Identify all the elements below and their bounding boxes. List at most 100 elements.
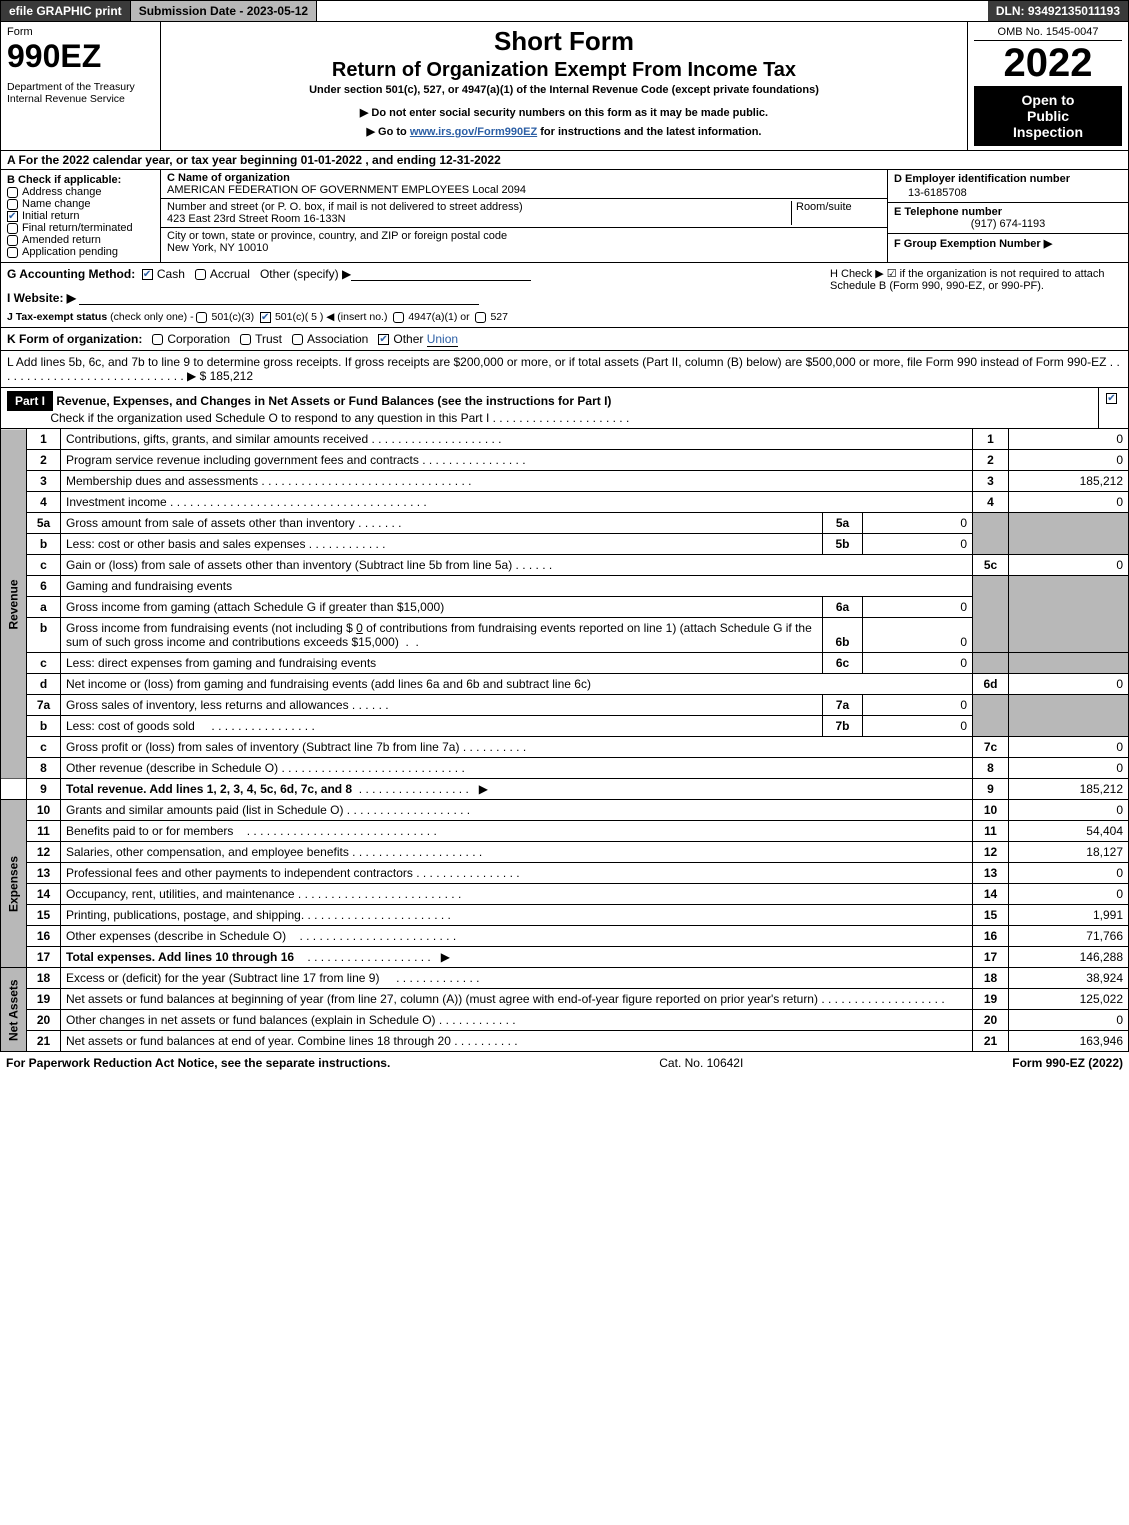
- ln-6b-num: b: [27, 618, 61, 653]
- ln-3-desc: Membership dues and assessments . . . . …: [61, 471, 973, 492]
- ln-16-val: 71,766: [1009, 926, 1129, 947]
- form-header: Form 990EZ Department of the Treasury In…: [0, 22, 1129, 151]
- ln-6d-val: 0: [1009, 674, 1129, 695]
- chk-assoc[interactable]: [292, 334, 303, 345]
- ln-16-num: 16: [27, 926, 61, 947]
- top-bar: efile GRAPHIC print Submission Date - 20…: [0, 0, 1129, 22]
- chk-527[interactable]: [475, 312, 486, 323]
- ln-20-num: 20: [27, 1010, 61, 1031]
- ln-16-desc: Other expenses (describe in Schedule O) …: [61, 926, 973, 947]
- g-other: Other (specify) ▶: [260, 267, 351, 281]
- ln-5a-ival: 0: [863, 513, 973, 534]
- ln-6a-desc: Gross income from gaming (attach Schedul…: [61, 597, 823, 618]
- org-city: New York, NY 10010: [167, 242, 881, 254]
- dept-irs: Internal Revenue Service: [7, 93, 154, 105]
- ln-9-val: 185,212: [1009, 779, 1129, 800]
- chk-accrual[interactable]: [195, 269, 206, 280]
- section-bcdef: B Check if applicable: Address change Na…: [0, 170, 1129, 263]
- b-opt-1: Name change: [22, 198, 91, 210]
- ln-6c-shade: [973, 653, 1009, 674]
- ln-5a-inum: 5a: [823, 513, 863, 534]
- chk-initial-return[interactable]: [7, 211, 18, 222]
- sidetab-netassets: Net Assets: [1, 968, 27, 1052]
- form-label: Form: [7, 26, 154, 38]
- chk-trust[interactable]: [240, 334, 251, 345]
- b-opt-2: Initial return: [22, 210, 79, 222]
- ln-6d-num: d: [27, 674, 61, 695]
- chk-corp[interactable]: [152, 334, 163, 345]
- ln-12-num: 12: [27, 842, 61, 863]
- efile-print-label[interactable]: efile GRAPHIC print: [1, 1, 130, 21]
- k-corp: Corporation: [167, 332, 230, 346]
- irs-link[interactable]: www.irs.gov/Form990EZ: [410, 126, 537, 138]
- under-section: Under section 501(c), 527, or 4947(a)(1)…: [169, 84, 959, 96]
- part-i-sub: Check if the organization used Schedule …: [50, 411, 489, 425]
- ln-7b-num: b: [27, 716, 61, 737]
- chk-501c3[interactable]: [196, 312, 207, 323]
- chk-name-change[interactable]: [7, 199, 18, 210]
- ln-6a-inum: 6a: [823, 597, 863, 618]
- ln-17-num: 17: [27, 947, 61, 968]
- ln-11-desc: Benefits paid to or for members . . . . …: [61, 821, 973, 842]
- ln-7a-desc: Gross sales of inventory, less returns a…: [61, 695, 823, 716]
- ln-6c-desc: Less: direct expenses from gaming and fu…: [61, 653, 823, 674]
- ln-6b-inum: 6b: [823, 618, 863, 653]
- chk-schedule-o[interactable]: [1106, 393, 1117, 404]
- instr-goto-post: for instructions and the latest informat…: [537, 126, 761, 138]
- j-o3: 4947(a)(1) or: [408, 311, 469, 323]
- ln-19-desc: Net assets or fund balances at beginning…: [61, 989, 973, 1010]
- ln-5a-desc: Gross amount from sale of assets other t…: [61, 513, 823, 534]
- d-label: D Employer identification number: [894, 173, 1122, 185]
- ln-6b-ival: 0: [863, 618, 973, 653]
- ln-19-num: 19: [27, 989, 61, 1010]
- k-other-value[interactable]: Union: [427, 332, 458, 347]
- ln-21-rnum: 21: [973, 1031, 1009, 1052]
- chk-4947[interactable]: [393, 312, 404, 323]
- l-amount: $ 185,212: [200, 369, 253, 383]
- ln-1-desc: Contributions, gifts, grants, and simila…: [61, 429, 973, 450]
- chk-address-change[interactable]: [7, 187, 18, 198]
- ln-7c-rnum: 7c: [973, 737, 1009, 758]
- row-a-calendar-year: A For the 2022 calendar year, or tax yea…: [0, 151, 1129, 170]
- ln-5b-inum: 5b: [823, 534, 863, 555]
- ln-18-num: 18: [27, 968, 61, 989]
- ln-7b-desc: Less: cost of goods sold . . . . . . . .…: [61, 716, 823, 737]
- ln-12-rnum: 12: [973, 842, 1009, 863]
- ln-10-rnum: 10: [973, 800, 1009, 821]
- website-line[interactable]: [79, 291, 479, 305]
- chk-other-org[interactable]: [378, 334, 389, 345]
- ln-8-num: 8: [27, 758, 61, 779]
- chk-amended[interactable]: [7, 235, 18, 246]
- ln-10-desc: Grants and similar amounts paid (list in…: [61, 800, 973, 821]
- ln-1-val: 0: [1009, 429, 1129, 450]
- lines-table: Revenue 1 Contributions, gifts, grants, …: [0, 429, 1129, 1052]
- footer-form-ref: Form 990-EZ (2022): [1012, 1056, 1123, 1070]
- ln-20-rnum: 20: [973, 1010, 1009, 1031]
- f-label: F Group Exemption Number ▶: [894, 237, 1122, 250]
- ln-7c-desc: Gross profit or (loss) from sales of inv…: [61, 737, 973, 758]
- ln-5c-desc: Gain or (loss) from sale of assets other…: [61, 555, 973, 576]
- ln-11-rnum: 11: [973, 821, 1009, 842]
- ln-9-desc: Total revenue. Add lines 1, 2, 3, 4, 5c,…: [61, 779, 973, 800]
- ln-2-num: 2: [27, 450, 61, 471]
- ln-17-rnum: 17: [973, 947, 1009, 968]
- c-name-label: C Name of organization: [167, 172, 881, 184]
- ln-5b-desc: Less: cost or other basis and sales expe…: [61, 534, 823, 555]
- footer-catno: Cat. No. 10642I: [390, 1056, 1012, 1070]
- ln-13-desc: Professional fees and other payments to …: [61, 863, 973, 884]
- ln-7a-ival: 0: [863, 695, 973, 716]
- g-other-line[interactable]: [351, 267, 531, 281]
- ln-18-desc: Excess or (deficit) for the year (Subtra…: [61, 968, 973, 989]
- c-addr-label: Number and street (or P. O. box, if mail…: [167, 201, 791, 213]
- ln-21-desc: Net assets or fund balances at end of ye…: [61, 1031, 973, 1052]
- ln-2-rnum: 2: [973, 450, 1009, 471]
- open-line-1: Open to: [980, 92, 1116, 108]
- chk-final-return[interactable]: [7, 223, 18, 234]
- chk-501c[interactable]: [260, 312, 271, 323]
- ln-9-num: 9: [27, 779, 61, 800]
- chk-app-pending[interactable]: [7, 247, 18, 258]
- ln-1-rnum: 1: [973, 429, 1009, 450]
- l-text: L Add lines 5b, 6c, and 7b to line 9 to …: [7, 355, 1106, 369]
- col-b: B Check if applicable: Address change Na…: [1, 170, 161, 262]
- chk-cash[interactable]: [142, 269, 153, 280]
